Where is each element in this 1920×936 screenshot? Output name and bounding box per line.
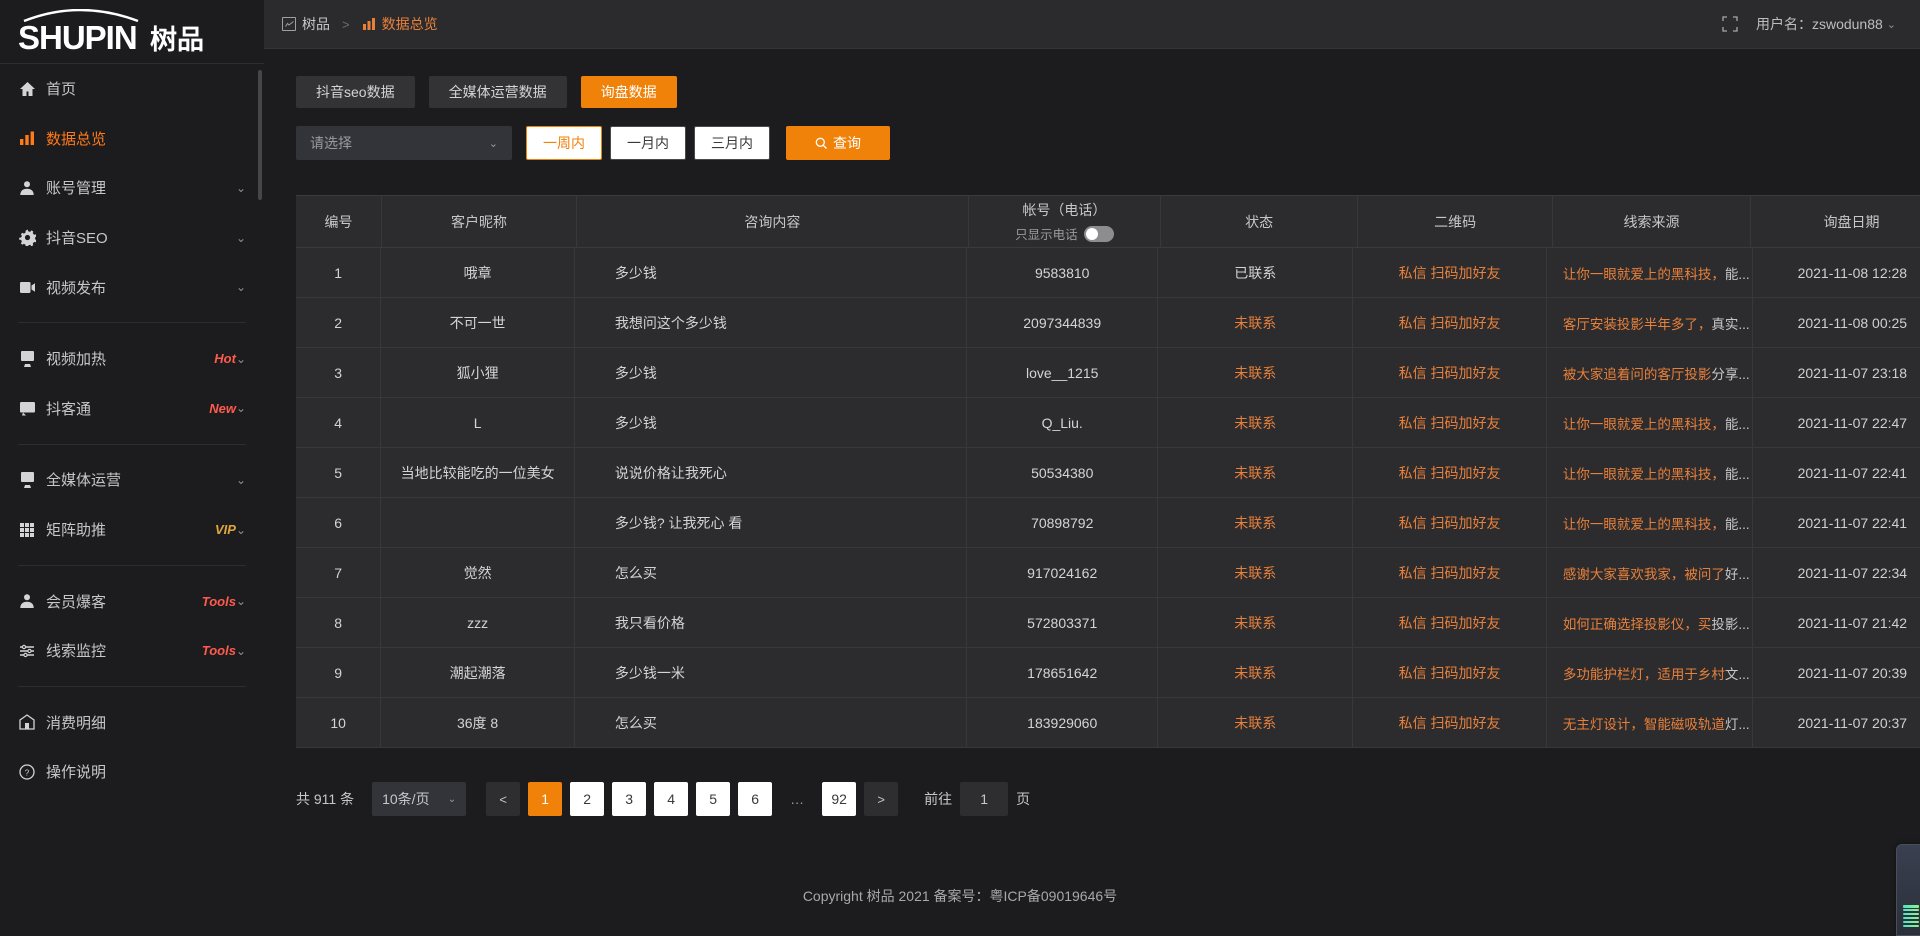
svg-text:?: ?	[25, 768, 30, 777]
svg-text:树品: 树品	[150, 25, 204, 55]
svg-text:SHUPIN: SHUPIN	[18, 19, 137, 55]
